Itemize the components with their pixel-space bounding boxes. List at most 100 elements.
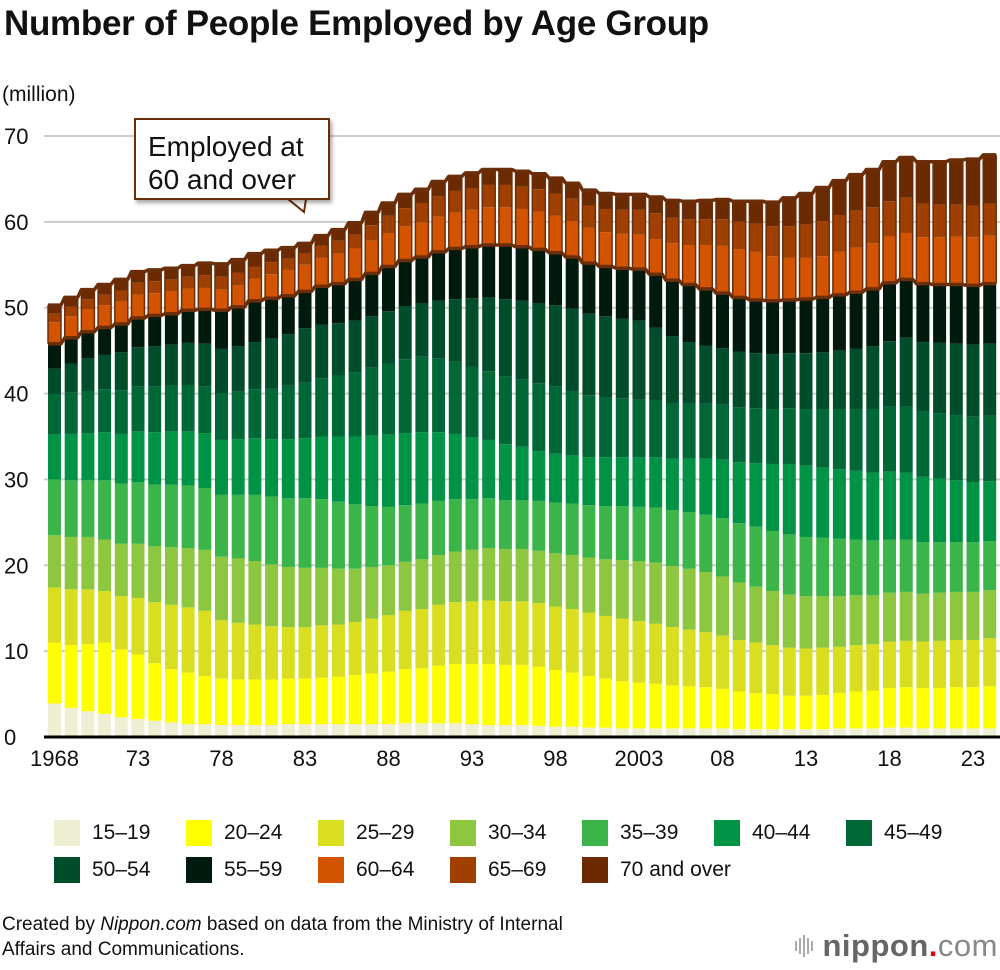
bar-segment-15-19 <box>315 724 329 737</box>
bar-segment-50-54 <box>465 298 479 367</box>
bar-2004 <box>649 196 663 737</box>
bar-segment-50-54 <box>916 342 930 412</box>
bar-segment-55-59 <box>599 266 613 317</box>
bar-segment-50-54 <box>81 358 95 391</box>
bar-segment-30-34 <box>482 548 496 601</box>
bar-1989 <box>398 194 412 737</box>
x-tick-label: 93 <box>460 746 484 771</box>
outline-60plus-lower <box>48 243 997 346</box>
bar-segment-20-24 <box>816 694 830 730</box>
bar-segment-65-69 <box>298 253 312 265</box>
bar-1991 <box>432 181 446 737</box>
bar-segment-60-64 <box>281 269 295 296</box>
bar-segment-25-29 <box>615 618 629 682</box>
bar-segment-30-34 <box>181 548 195 608</box>
outline-60plus-upper <box>48 153 997 307</box>
bar-segment-55-59 <box>48 343 61 369</box>
bar-segment-55-59 <box>365 273 379 317</box>
bar-segment-65-69 <box>699 219 713 246</box>
bar-segment-55-59 <box>482 245 496 298</box>
bar-segment-30-34 <box>966 591 980 640</box>
bar-segment-50-54 <box>799 353 813 410</box>
bar-segment-20-24 <box>632 682 646 729</box>
bar-segment-70-and-over <box>983 154 997 204</box>
bar-segment-45-49 <box>966 416 980 483</box>
bar-segment-55-59 <box>398 260 412 306</box>
bar-segment-15-19 <box>582 727 596 737</box>
bar-segment-20-24 <box>114 649 128 718</box>
bar-segment-65-69 <box>615 209 629 234</box>
bar-segment-25-29 <box>849 645 863 692</box>
bar-segment-40-44 <box>331 436 345 502</box>
bar-segment-70-and-over <box>432 181 446 197</box>
bar-segment-35-39 <box>281 498 295 568</box>
bar-1969 <box>64 297 78 737</box>
bar-segment-70-and-over <box>482 169 496 185</box>
bar-segment-70-and-over <box>682 201 696 220</box>
callout-line1: Employed at <box>148 131 304 162</box>
bar-segment-20-24 <box>883 688 896 728</box>
legend-item: 25–29 <box>318 820 414 846</box>
bar-segment-15-19 <box>816 729 830 737</box>
bar-segment-40-44 <box>298 438 312 499</box>
bar-segment-20-24 <box>582 676 596 728</box>
logo-suffix: com <box>937 928 998 963</box>
bar-segment-25-29 <box>181 607 195 673</box>
bar-segment-45-49 <box>81 390 95 434</box>
bar-segment-35-39 <box>649 507 663 563</box>
bar-segment-40-44 <box>916 476 930 543</box>
bar-segment-20-24 <box>966 687 980 729</box>
bar-segment-55-59 <box>315 286 329 325</box>
bar-2015 <box>832 180 846 737</box>
bar-segment-40-44 <box>231 439 245 495</box>
bar-segment-70-and-over <box>215 263 228 277</box>
bar-segment-55-59 <box>415 257 429 304</box>
bar-segment-25-29 <box>81 589 95 645</box>
bar-segment-35-39 <box>348 504 362 569</box>
bar-segment-55-59 <box>432 251 446 301</box>
bar-segment-65-69 <box>98 294 112 306</box>
bar-segment-25-29 <box>415 609 429 669</box>
bar-segment-60-64 <box>448 212 462 249</box>
legend-item: 50–54 <box>54 857 150 883</box>
bar-segment-35-39 <box>98 480 112 540</box>
bar-segment-70-and-over <box>849 174 863 211</box>
bar-segment-40-44 <box>114 433 128 484</box>
bar-segment-70-and-over <box>298 243 312 254</box>
bar-segment-35-39 <box>465 499 479 550</box>
bar-segment-30-34 <box>198 549 212 611</box>
bar-segment-45-49 <box>832 409 846 470</box>
callout-annotation: Employed at 60 and over <box>134 118 330 200</box>
bar-segment-25-29 <box>649 623 663 684</box>
bar-segment-40-44 <box>482 439 496 499</box>
bar-segment-55-59 <box>448 248 462 300</box>
bar-segment-15-19 <box>799 729 813 737</box>
bar-segment-25-29 <box>933 640 947 689</box>
bar-segment-70-and-over <box>131 271 145 283</box>
bar-segment-25-29 <box>498 601 512 665</box>
bar-segment-40-44 <box>816 467 830 538</box>
bar-segment-50-54 <box>682 342 696 404</box>
bar-segment-40-44 <box>849 470 863 540</box>
bar-segment-15-19 <box>515 724 529 737</box>
bar-segment-60-64 <box>315 257 329 287</box>
bar-segment-50-54 <box>448 299 462 362</box>
y-tick-label: 50 <box>4 296 28 321</box>
bar-segment-50-54 <box>933 342 947 414</box>
bar-segment-55-59 <box>665 280 679 337</box>
bar-segment-65-69 <box>498 184 512 208</box>
bar-segment-40-44 <box>81 433 95 481</box>
bar-segment-65-69 <box>164 279 178 292</box>
bar-1979 <box>231 259 245 737</box>
bar-segment-30-34 <box>832 596 846 647</box>
bar-segment-20-24 <box>549 670 562 727</box>
legend-label: 55–59 <box>224 858 283 881</box>
bar-segment-25-29 <box>164 604 178 670</box>
bar-segment-50-54 <box>532 303 546 384</box>
bar-segment-65-69 <box>348 234 362 249</box>
bar-segment-15-19 <box>883 727 896 737</box>
bar-segment-55-59 <box>114 324 128 353</box>
bar-segment-70-and-over <box>515 171 529 187</box>
bar-segment-65-69 <box>782 226 796 258</box>
bar-segment-50-54 <box>48 368 61 395</box>
